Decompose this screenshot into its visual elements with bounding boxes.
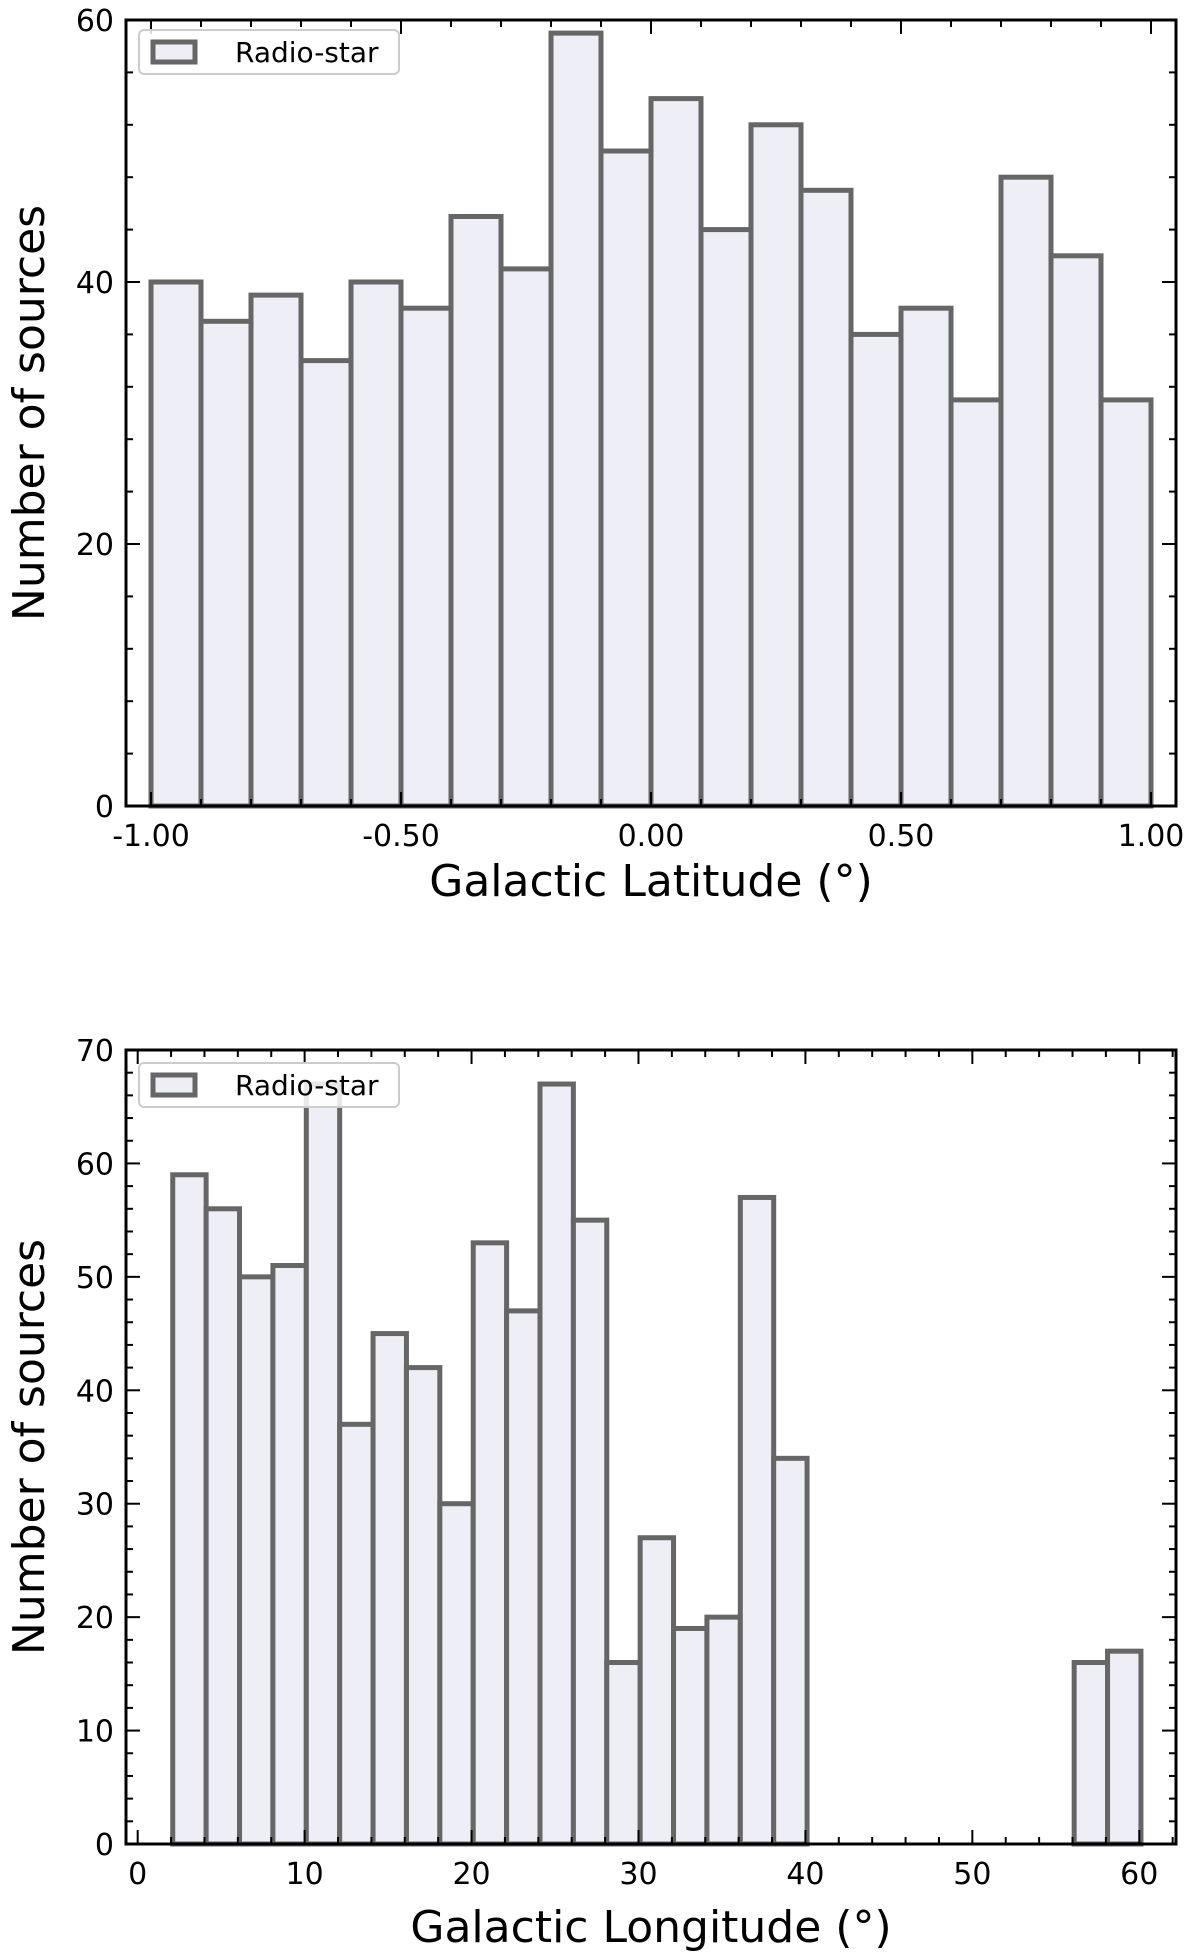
- histogram-bar: [470, 1240, 510, 1847]
- histogram-bar: [848, 331, 904, 809]
- histogram-bar: [771, 1455, 810, 1847]
- legend-label: Radio-star: [235, 36, 379, 69]
- histogram-bar: [637, 1535, 677, 1847]
- histogram-bar: [898, 305, 954, 809]
- histogram-bar: [648, 96, 704, 809]
- histogram-bar: [1098, 397, 1154, 809]
- legend: Radio-star: [138, 29, 400, 75]
- histogram-bar: [548, 30, 604, 809]
- x-tick-label: 20: [452, 1857, 490, 1892]
- histogram-bar: [704, 1614, 743, 1847]
- histogram-bar: [170, 1172, 209, 1847]
- histogram-bar: [1071, 1660, 1111, 1847]
- histogram-bar: [537, 1081, 576, 1847]
- histogram-bar: [237, 1274, 276, 1847]
- histogram-bar: [598, 148, 654, 809]
- x-tick-label: 30: [619, 1857, 657, 1892]
- x-tick-label: -1.00: [112, 819, 190, 854]
- x-axis-title: Galactic Latitude (°): [429, 856, 873, 907]
- histogram-bar: [337, 1421, 376, 1847]
- histogram-bar: [370, 1331, 409, 1847]
- bars: [170, 1081, 1144, 1847]
- histogram-bar: [398, 305, 454, 809]
- histogram-bar: [748, 122, 804, 809]
- legend: Radio-star: [138, 1062, 400, 1108]
- x-tick-label: 40: [786, 1857, 824, 1892]
- x-tick-label: 0.50: [868, 819, 935, 854]
- y-tick-label: 0: [95, 1828, 114, 1863]
- histogram-bar: [203, 1206, 243, 1847]
- y-tick-label: 20: [76, 1601, 114, 1636]
- histogram-bar: [437, 1501, 476, 1847]
- y-tick-label: 60: [76, 1147, 114, 1182]
- legend-label: Radio-star: [235, 1069, 379, 1102]
- ticks: [126, 1049, 1176, 1845]
- histogram-bar: [998, 174, 1054, 809]
- histogram-bar: [498, 266, 554, 809]
- histogram-bar: [604, 1660, 643, 1847]
- x-tick-label: 60: [1120, 1857, 1158, 1892]
- x-axis-title: Galactic Longitude (°): [410, 1902, 891, 1953]
- histogram-bar: [671, 1625, 710, 1847]
- histogram-bar: [403, 1365, 443, 1847]
- legend-swatch: [150, 1072, 198, 1098]
- histogram-bar: [798, 187, 854, 809]
- y-tick-label: 40: [76, 1374, 114, 1409]
- histogram-bar: [303, 1081, 343, 1847]
- bars: [148, 30, 1154, 809]
- y-tick-label: 10: [76, 1715, 114, 1750]
- histogram-bar: [448, 214, 504, 809]
- y-axis-title: Number of sources: [4, 1239, 55, 1655]
- histogram-bar: [198, 318, 254, 809]
- histogram-bar: [948, 397, 1004, 809]
- histogram-bar: [698, 227, 754, 809]
- y-tick-label: 60: [76, 4, 114, 39]
- x-tick-label: -0.50: [362, 819, 440, 854]
- y-tick-label: 20: [76, 528, 114, 563]
- ticks: [126, 19, 1176, 807]
- latitude-histogram-panel: 0 20 40 60 -1.00 -0.50 0.00 0.50 1.00 Galactic La…: [4, 4, 1184, 907]
- legend-swatch: [150, 39, 198, 65]
- y-tick-label: 0: [95, 790, 114, 825]
- histogram-bar: [504, 1308, 543, 1847]
- histogram-bar: [1105, 1648, 1144, 1847]
- x-tick-label: 1.00: [1118, 819, 1185, 854]
- longitude-histogram-panel: 0 10 20 30 40 50 60 70 0 10 20 30 40 50 60 Galactic Lon…: [4, 1034, 1178, 1953]
- histogram-bar: [298, 358, 354, 809]
- y-tick-label: 40: [76, 266, 114, 301]
- plot-frame: [124, 1048, 1178, 1846]
- histogram-bar: [737, 1194, 777, 1847]
- histogram-bar: [348, 279, 404, 809]
- x-tick-label: 0.00: [618, 819, 685, 854]
- y-tick-label: 70: [76, 1034, 114, 1069]
- histogram-bar: [248, 292, 304, 809]
- x-tick-label: 0: [128, 1857, 147, 1892]
- histogram-bar: [1048, 253, 1104, 809]
- histogram-bar: [148, 279, 204, 809]
- histogram-bar: [270, 1263, 309, 1847]
- legend-box: [138, 1062, 400, 1108]
- histogram-bar: [570, 1217, 610, 1847]
- legend-box: [138, 29, 400, 75]
- x-tick-label: 50: [953, 1857, 991, 1892]
- x-tick-label: 10: [286, 1857, 324, 1892]
- y-tick-label: 30: [76, 1488, 114, 1523]
- y-tick-label: 50: [76, 1261, 114, 1296]
- y-axis-title: Number of sources: [4, 205, 55, 621]
